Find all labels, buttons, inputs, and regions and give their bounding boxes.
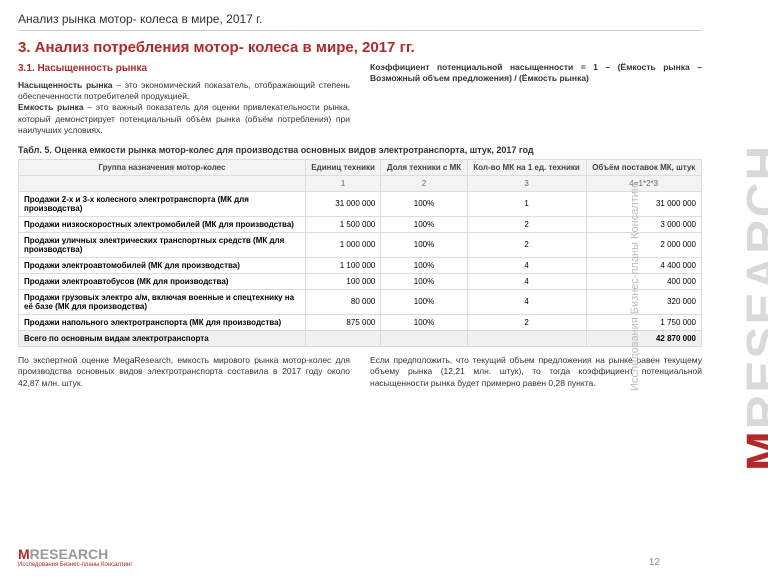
subsection-heading: 3.1. Насыщенность рынка bbox=[18, 62, 350, 76]
table-row: Продажи электроавтомобилей (МК для произ… bbox=[19, 257, 702, 273]
definition-2: Емкость рынка – это важный показатель дл… bbox=[18, 102, 350, 136]
table-row: Продажи напольного электротранспорта (МК… bbox=[19, 314, 702, 330]
bottom-left-note: По экспертной оценке MegaResearch, емкос… bbox=[18, 355, 350, 389]
left-intro-column: 3.1. Насыщенность рынка Насыщенность рын… bbox=[18, 62, 350, 137]
table-total-row: Всего по основным видам электротранспорт… bbox=[19, 330, 702, 346]
th-units: Единиц техники bbox=[305, 159, 380, 175]
formula-text: Коэффициент потенциальной насыщенности =… bbox=[370, 62, 702, 85]
bottom-right-note: Если предположить, что текущий объем пре… bbox=[370, 355, 702, 389]
th-per-unit: Кол-во МК на 1 ед. техники bbox=[467, 159, 586, 175]
page-title: 3. Анализ потребления мотор- колеса в ми… bbox=[18, 39, 702, 56]
th-group: Группа назначения мотор-колес bbox=[19, 159, 306, 175]
table-row: Продажи низкоскоростных электромобилей (… bbox=[19, 216, 702, 232]
th-share: Доля техники с МК bbox=[381, 159, 467, 175]
table-row: Продажи грузовых электро а/м, включая во… bbox=[19, 289, 702, 314]
breadcrumb: Анализ рынка мотор- колеса в мире, 2017 … bbox=[18, 10, 702, 31]
th-volume: Объём поставок МК, штук bbox=[586, 159, 701, 175]
page-number: 12 bbox=[649, 557, 660, 568]
table-row: Продажи уличных электрических транспортн… bbox=[19, 232, 702, 257]
footer-logo-block: MRESEARCH Исследования Бизнес-планы Конс… bbox=[18, 546, 133, 568]
table-row: Продажи электроавтобусов (МК для произво… bbox=[19, 273, 702, 289]
side-brand: MRESEARCH Исследования Бизнес-планы Конс… bbox=[720, 0, 768, 576]
capacity-table: Группа назначения мотор-колес Единиц тех… bbox=[18, 159, 702, 347]
table-row: Продажи 2-х и 3-х колесного электротранс… bbox=[19, 191, 702, 216]
right-formula-column: Коэффициент потенциальной насыщенности =… bbox=[370, 62, 702, 137]
table-caption: Табл. 5. Оценка емкости рынка мотор-коле… bbox=[18, 145, 702, 155]
definition-1: Насыщенность рынка – это экономический п… bbox=[18, 80, 350, 103]
